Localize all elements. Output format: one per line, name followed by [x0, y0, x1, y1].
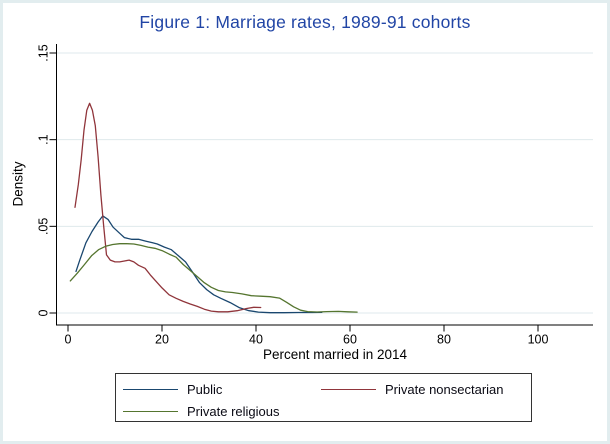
y-tick-label: 0 [36, 309, 50, 316]
legend-label-private-nonsectarian: Private nonsectarian [385, 382, 504, 397]
x-tick-label: 60 [343, 333, 357, 347]
y-axis-title: Density [10, 161, 26, 207]
chart-title: Figure 1: Marriage rates, 1989-91 cohort… [139, 12, 471, 32]
legend-line-private-religious [123, 411, 178, 412]
y-tick-label: .15 [36, 44, 50, 61]
legend-item-private-nonsectarian: Private nonsectarian [321, 382, 504, 397]
legend-line-public [123, 389, 178, 390]
legend: Public Private nonsectarian Private reli… [115, 373, 532, 422]
x-tick-label: 20 [155, 333, 169, 347]
legend-label-private-religious: Private religious [187, 404, 280, 419]
series-curve-public [75, 215, 323, 314]
y-tick-label: .1 [36, 134, 50, 144]
x-axis-title: Percent married in 2014 [262, 347, 408, 362]
x-tick-label: 40 [249, 333, 263, 347]
x-tick-label: 0 [65, 333, 72, 347]
x-tick-label: 80 [437, 333, 451, 347]
legend-item-private-religious: Private religious [123, 404, 280, 419]
legend-item-public: Public [123, 382, 222, 397]
series-curve-private-nonsectarian [74, 102, 262, 313]
y-tick-label: .05 [36, 218, 50, 235]
series-curve-private-religious [69, 243, 358, 313]
legend-label-public: Public [187, 382, 223, 397]
x-tick-label: 100 [528, 333, 549, 347]
legend-line-private-nonsectarian [321, 389, 376, 390]
